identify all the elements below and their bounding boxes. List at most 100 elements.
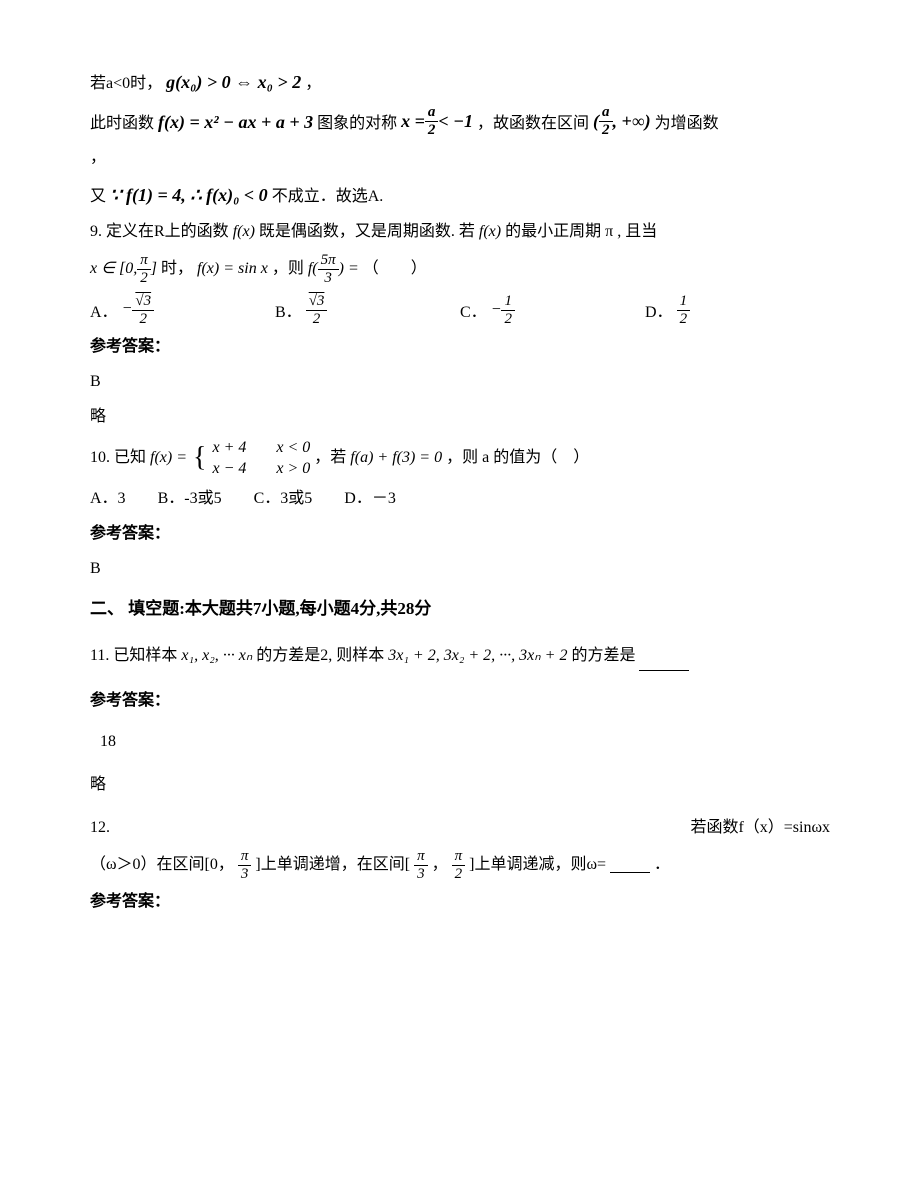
q10-opt-b: B．-3或5 bbox=[158, 490, 222, 507]
q9-stem1: 9. 定义在R上的函数 f(x) 既是偶函数，又是周期函数. 若 f(x) 的最… bbox=[90, 218, 830, 247]
math: f(x) = sin x bbox=[197, 255, 268, 284]
math: g(x₀) > 0 ⇔ x₀ > 2 bbox=[166, 66, 301, 98]
math: f(a) + f(3) = 0 bbox=[350, 444, 442, 473]
piecewise: x + 4 x < 0 x − 4 x > 0 bbox=[212, 438, 310, 480]
section2-head: 二、 填空题:本大题共7小题,每小题4分,共28分 bbox=[90, 594, 830, 625]
sign: − bbox=[122, 295, 133, 324]
text: 不成立．故选A. bbox=[272, 183, 384, 212]
q10-stem: 10. 已知 f(x) = { x + 4x < 0 x − 4x > 0 ，若… bbox=[90, 438, 830, 480]
text: 的方差是 bbox=[571, 642, 635, 671]
text: 若a<0时， bbox=[90, 70, 162, 99]
q11-brief: 略 bbox=[90, 771, 830, 800]
math-frac: x = a 2 < −1 bbox=[401, 104, 473, 138]
frac: π 3 bbox=[414, 848, 428, 882]
rp: , +∞) bbox=[613, 105, 651, 137]
den: 3 bbox=[238, 866, 252, 883]
fx: f(x) = bbox=[150, 444, 187, 473]
frac: π 2 bbox=[452, 848, 466, 882]
bot-cond: x > 0 bbox=[276, 459, 310, 480]
text: 既是偶函数，又是周期函数. 若 bbox=[259, 218, 475, 247]
text: 时， bbox=[161, 255, 193, 284]
q10-opt-c: C．3或5 bbox=[254, 490, 313, 507]
q10-opt-a: A．3 bbox=[90, 490, 126, 507]
text: ． bbox=[654, 851, 670, 880]
num: a bbox=[425, 104, 439, 122]
frac: √3 2 bbox=[306, 293, 328, 327]
q9-opt-c: C． − 1 2 bbox=[460, 292, 645, 327]
top-cond: x < 0 bbox=[276, 438, 310, 459]
math: 3x₁ + 2, 3x₂ + 2, ···, 3xₙ + 2 bbox=[388, 642, 567, 671]
bot: x − 4 bbox=[212, 459, 246, 480]
num: π bbox=[137, 252, 151, 270]
interval: x ∈ [0, π 2 ] bbox=[90, 252, 157, 286]
text: f( bbox=[308, 255, 318, 284]
sol8-line4: 又 ∵ f(1) = 4, ∴ f(x)₀ < 0 不成立．故选A. bbox=[90, 179, 830, 211]
val: − √3 2 bbox=[122, 292, 155, 327]
num: 5π bbox=[318, 252, 339, 270]
frac: 5π 3 bbox=[318, 252, 339, 286]
val: − 1 2 bbox=[491, 293, 515, 327]
math: f(x) bbox=[479, 218, 501, 247]
q10-ans-label: 参考答案： bbox=[90, 520, 830, 549]
q9-ans: B bbox=[90, 368, 830, 397]
den: 2 bbox=[599, 122, 613, 139]
lhs: x = bbox=[401, 105, 425, 137]
math: ∵ f(1) = 4, ∴ f(x)₀ < 0 bbox=[110, 179, 268, 211]
text: 又 bbox=[90, 183, 106, 212]
den: 2 bbox=[425, 122, 439, 139]
text: 若函数f（x）=sinωx bbox=[690, 814, 830, 843]
text: 图象的对称 bbox=[317, 110, 397, 139]
text: ， bbox=[432, 851, 448, 880]
q11-ans-label: 参考答案： bbox=[90, 687, 830, 716]
text: ]上单调递增，在区间[ bbox=[255, 851, 410, 880]
q11-stem: 11. 已知样本 x₁, x₂, ··· xₙ 的方差是2, 则样本 3x₁ +… bbox=[90, 642, 830, 671]
frac: π 2 bbox=[137, 252, 151, 286]
num: 1 bbox=[501, 293, 515, 311]
q9-opt-a: A． − √3 2 bbox=[90, 292, 275, 327]
q9-options: A． − √3 2 B． √3 2 C． − 1 2 D． 1 2 bbox=[90, 292, 830, 327]
label: B． bbox=[275, 299, 302, 328]
text: 的最小正周期 π , 且当 bbox=[505, 218, 657, 247]
q10-opt-d: D．－3 bbox=[344, 490, 396, 507]
label: C． bbox=[460, 299, 487, 328]
frac: √3 2 bbox=[132, 292, 154, 327]
den: 2 bbox=[306, 311, 328, 328]
den: 2 bbox=[132, 311, 154, 328]
sol8-line3: ， bbox=[90, 144, 830, 173]
blank bbox=[610, 858, 650, 873]
label: A． bbox=[90, 299, 118, 328]
text: ，则 a 的值为（ ） bbox=[446, 444, 589, 473]
text: （ ） bbox=[363, 255, 427, 284]
num: 12. bbox=[90, 814, 110, 843]
frac: 1 2 bbox=[501, 293, 515, 327]
sign: − bbox=[491, 296, 502, 325]
label: D． bbox=[645, 299, 673, 328]
den: 2 bbox=[452, 866, 466, 883]
q9-ans-label: 参考答案： bbox=[90, 333, 830, 362]
top: x + 4 bbox=[212, 438, 246, 459]
text: 11. 已知样本 bbox=[90, 642, 177, 671]
sol8-line1: 若a<0时， g(x₀) > 0 ⇔ x₀ > 2 ， bbox=[90, 66, 830, 98]
frac: a 2 bbox=[425, 104, 439, 138]
frac: a 2 bbox=[599, 104, 613, 138]
frac: π 3 bbox=[238, 848, 252, 882]
math: f(x) = x² − ax + a + 3 bbox=[158, 106, 313, 138]
num: √3 bbox=[132, 292, 154, 311]
den: 2 bbox=[501, 311, 515, 328]
q11-ans: 18 bbox=[90, 728, 830, 757]
num: √3 bbox=[306, 293, 328, 311]
text: ，则 bbox=[272, 255, 304, 284]
text: 10. 已知 bbox=[90, 444, 146, 473]
math: f(x) bbox=[233, 218, 255, 247]
f-5pi3: f( 5π 3 ) = bbox=[308, 252, 359, 286]
num: π bbox=[414, 848, 428, 866]
den: 3 bbox=[318, 270, 339, 287]
den: 2 bbox=[137, 270, 151, 287]
text: 9. 定义在R上的函数 bbox=[90, 218, 229, 247]
q9-opt-b: B． √3 2 bbox=[275, 292, 460, 327]
q9-stem2: x ∈ [0, π 2 ] 时， f(x) = sin x ，则 f( 5π 3… bbox=[90, 252, 830, 286]
den: 3 bbox=[414, 866, 428, 883]
frac: 1 2 bbox=[677, 293, 691, 327]
q12-line2: （ω＞0）在区间[0， π 3 ]上单调递增，在区间[ π 3 ， π 2 ]上… bbox=[90, 848, 830, 882]
text: ，若 bbox=[314, 444, 346, 473]
